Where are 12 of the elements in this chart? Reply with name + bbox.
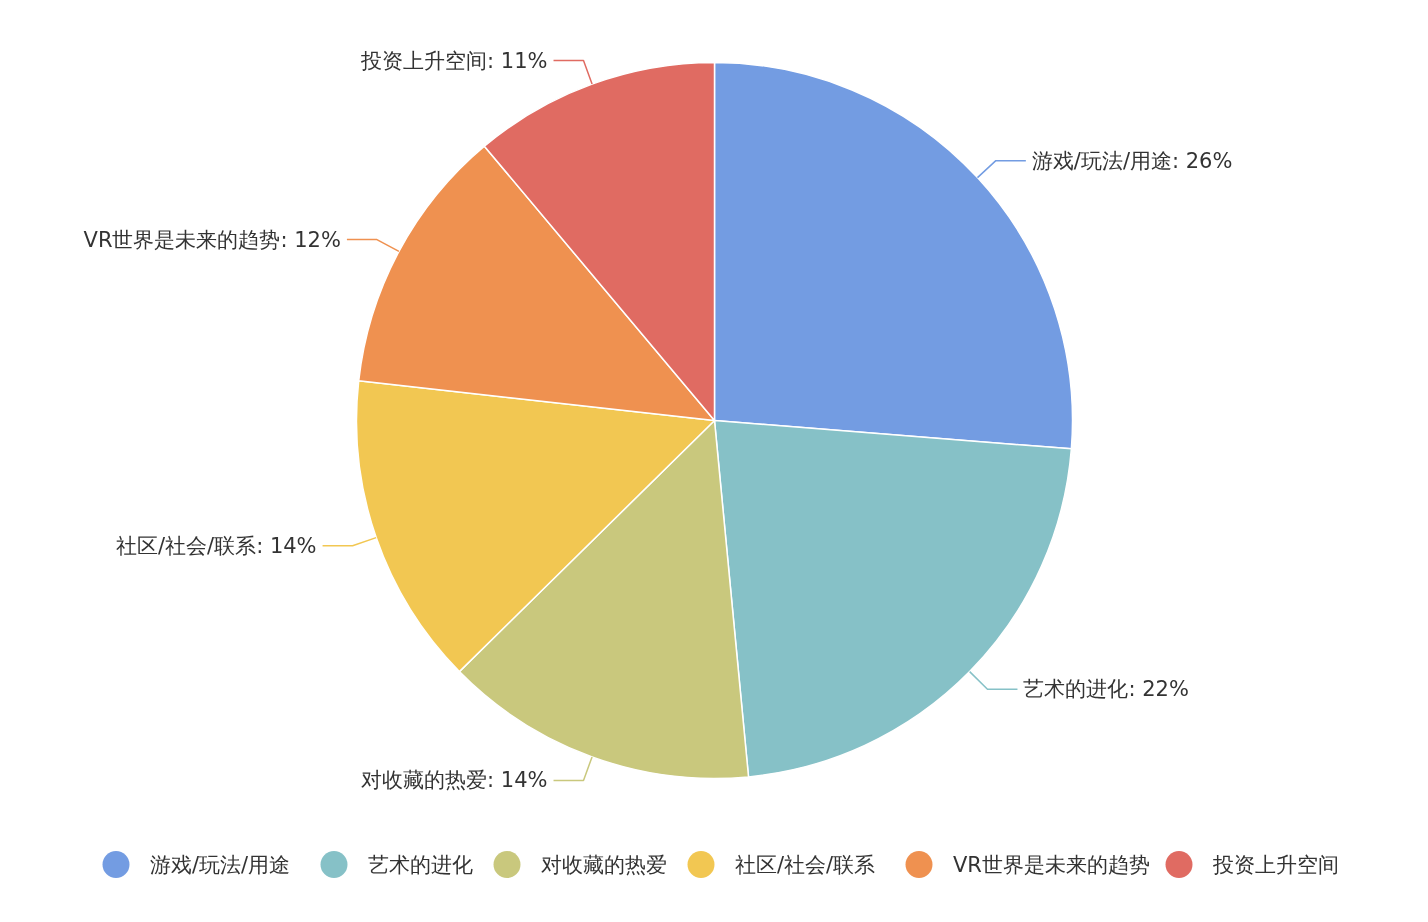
legend-label: 投资上升空间 (1212, 852, 1339, 877)
legend-label: 社区/社会/联系 (735, 852, 876, 877)
data-label: 投资上升空间: 11% (360, 48, 548, 73)
data-label: 游戏/玩法/用途: 26% (1031, 148, 1233, 173)
data-label: VR世界是未来的趋势: 12% (83, 227, 341, 252)
data-label: 对收藏的热爱: 14% (361, 768, 548, 793)
data-label: 社区/社会/联系: 14% (115, 533, 317, 558)
data-label: 艺术的进化: 22% (1023, 677, 1189, 702)
legend-label: 对收藏的热爱 (541, 852, 667, 877)
legend-label: 游戏/玩法/用途 (150, 852, 291, 877)
legend-label: VR世界是未来的趋势 (953, 852, 1150, 877)
legend-label: 艺术的进化 (368, 852, 473, 877)
